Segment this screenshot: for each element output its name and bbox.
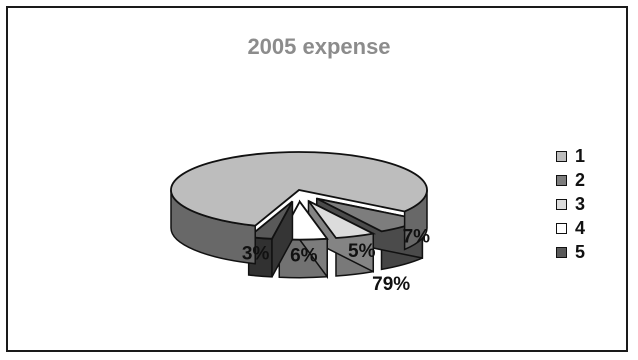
legend-swatch <box>556 198 567 210</box>
legend-label: 5 <box>575 241 586 262</box>
pie-slices <box>170 151 428 280</box>
data-label-3: 5% <box>348 241 376 262</box>
pie-slice-1 <box>170 151 428 265</box>
legend-item-5: 5 <box>556 240 585 264</box>
legend-swatch <box>556 222 567 234</box>
pie-slice-3 <box>307 199 377 277</box>
legend-swatch <box>556 246 567 258</box>
data-label-2: 7% <box>403 226 431 247</box>
legend-label: 4 <box>575 217 586 238</box>
pie-labels: 79% 7% 5% 6% 3% <box>242 226 430 295</box>
data-label-4: 6% <box>290 246 318 267</box>
legend-item-4: 4 <box>556 216 585 240</box>
legend-label: 1 <box>575 145 586 166</box>
pie-slice-top <box>170 151 428 227</box>
pie-slice-5 <box>246 200 294 278</box>
legend-item-2: 2 <box>556 168 585 192</box>
data-label-5: 3% <box>242 243 270 264</box>
legend-swatch <box>556 174 567 186</box>
legend: 1 2 3 4 5 <box>556 144 585 264</box>
chart-title: 2005 expense <box>247 34 391 59</box>
legend-label: 2 <box>575 169 586 190</box>
pie-slice-4 <box>277 199 329 280</box>
pie-slice-top <box>307 200 377 239</box>
legend-item-1: 1 <box>556 144 585 168</box>
legend-item-3: 3 <box>556 192 585 216</box>
legend-swatch <box>556 150 567 162</box>
legend-label: 3 <box>575 193 586 214</box>
data-label-1: 79% <box>372 274 410 295</box>
